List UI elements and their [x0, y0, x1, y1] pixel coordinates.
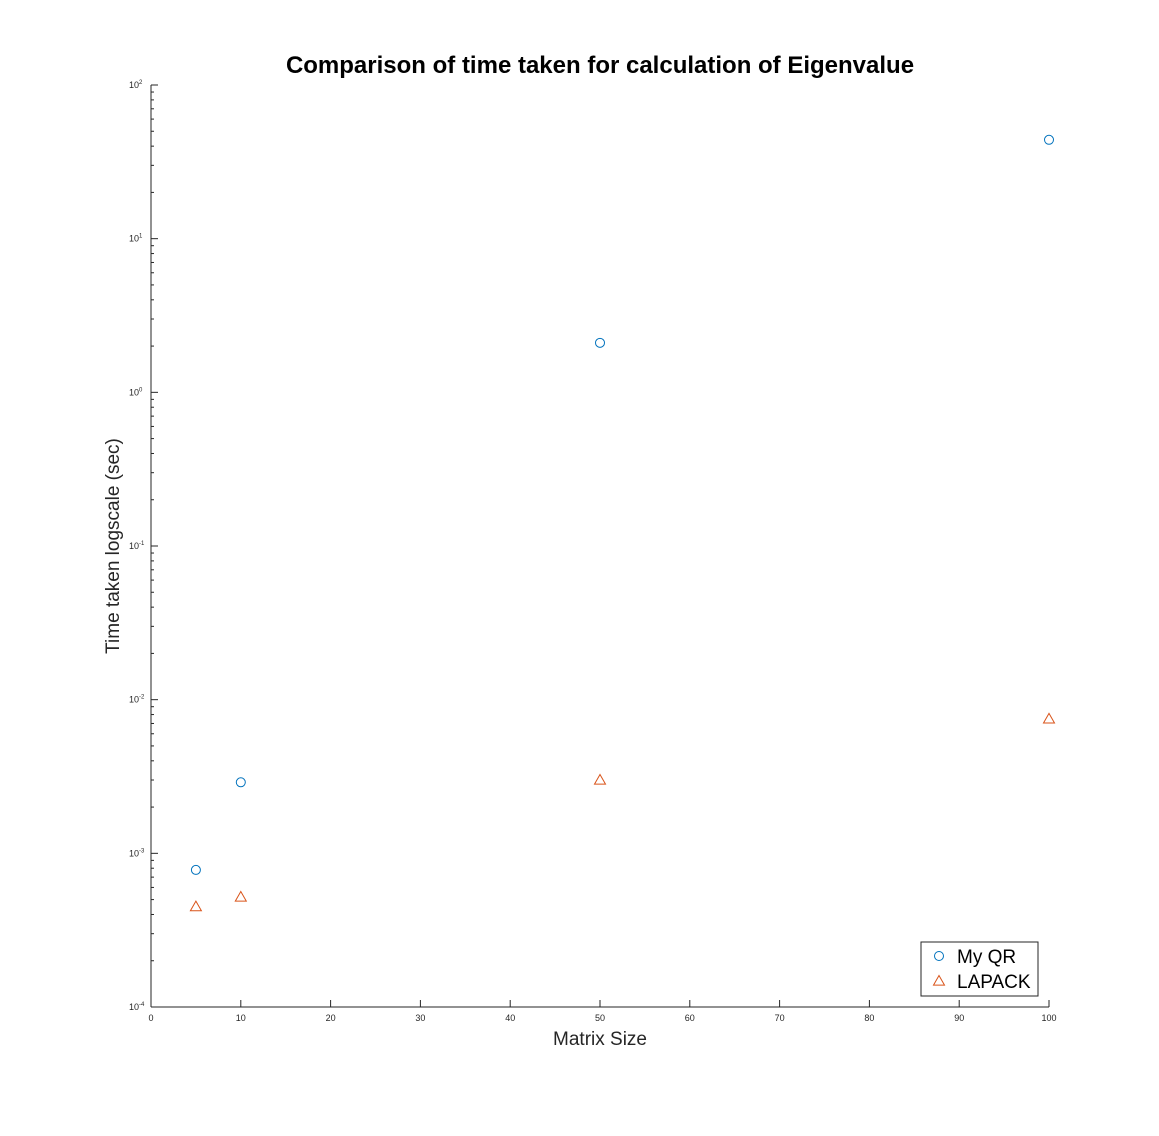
y-axis-label: Time taken logscale (sec): [103, 438, 124, 654]
lapack-point: [593, 773, 607, 785]
my-qr-point: [190, 864, 201, 875]
legend-marker: [934, 951, 944, 961]
x-tick-label: 20: [326, 1013, 336, 1023]
x-tick-label: 100: [1041, 1013, 1056, 1023]
x-tick-label: 10: [236, 1013, 246, 1023]
y-tick-exponent: 2: [139, 80, 143, 86]
lapack-point: [1042, 712, 1056, 724]
legend-label: LAPACK: [957, 972, 1031, 993]
y-tick-base: 10: [129, 695, 139, 705]
y-tick-base: 10: [129, 387, 139, 397]
x-tick-label: 70: [775, 1013, 785, 1023]
data-markers: [189, 134, 1056, 912]
x-tick-label: 50: [595, 1013, 605, 1023]
x-tick-label: 0: [148, 1013, 153, 1023]
y-tick-exponent: 1: [139, 234, 143, 240]
y-tick-base: 10: [129, 80, 139, 90]
y-tick-label: 10: [129, 848, 139, 858]
y-tick-exponent: -1: [139, 541, 145, 547]
legend-box: [920, 941, 1039, 997]
y-tick-exponent: -4: [139, 1002, 145, 1008]
axes: 0 10 20 30 40 50 60 70 80 90 10010-410-310-210-110…: [129, 80, 1057, 1023]
chart-title: Comparison of time taken for calculation…: [286, 52, 914, 79]
y-tick-base: 10: [129, 1002, 139, 1012]
y-tick-exponent: -3: [139, 848, 145, 854]
x-tick-label: 80: [864, 1013, 874, 1023]
legend: My QR LAPACK: [920, 941, 1039, 997]
legend-marker: [932, 974, 946, 986]
y-tick-label: 10: [129, 695, 139, 705]
x-tick-label: 40: [505, 1013, 515, 1023]
y-tick-label: 10: [129, 541, 139, 551]
x-axis-label: Matrix Size: [553, 1029, 647, 1050]
y-tick-base: 10: [129, 848, 139, 858]
x-tick-label: 30: [415, 1013, 425, 1023]
my-qr-point: [1044, 134, 1054, 145]
y-tick-exponent: 0: [139, 387, 143, 393]
y-tick-label: 10: [129, 387, 139, 397]
my-qr-point: [595, 337, 605, 348]
y-tick-label: 10: [129, 80, 139, 90]
y-tick-label: 10: [129, 234, 139, 244]
my-qr-point: [235, 777, 246, 788]
y-tick-base: 10: [129, 541, 139, 551]
x-tick-label: 90: [954, 1013, 964, 1023]
lapack-point: [189, 900, 203, 912]
y-tick-label: 10: [129, 1002, 139, 1012]
lapack-point: [234, 890, 248, 902]
x-tick-label: 60: [685, 1013, 695, 1023]
legend-label: My QR: [957, 947, 1016, 968]
y-tick-base: 10: [129, 234, 139, 244]
y-tick-exponent: -2: [139, 695, 145, 701]
